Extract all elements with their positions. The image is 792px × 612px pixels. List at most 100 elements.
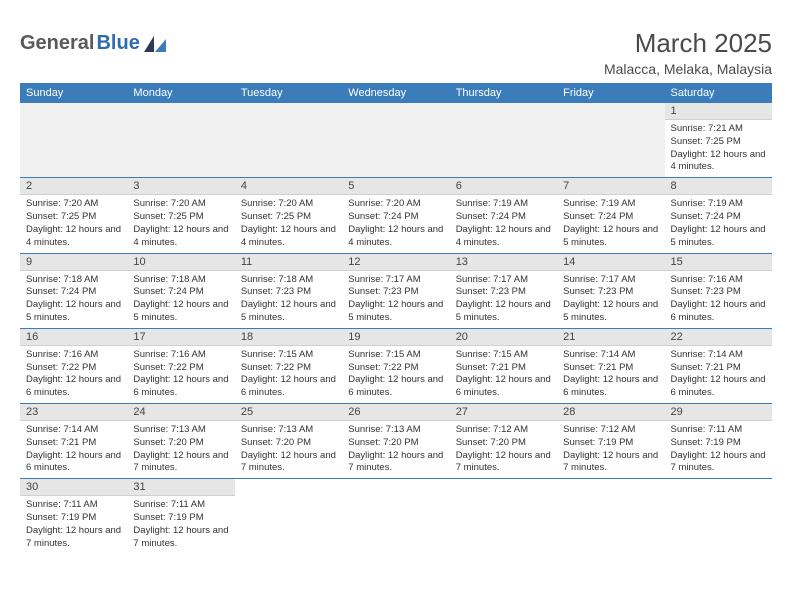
daylight-text: Daylight: 12 hours and 7 minutes.	[456, 450, 551, 476]
daylight-text: Daylight: 12 hours and 4 minutes.	[671, 149, 766, 175]
day-details: Sunrise: 7:19 AMSunset: 7:24 PMDaylight:…	[557, 195, 664, 252]
sunset-text: Sunset: 7:20 PM	[241, 437, 336, 450]
day-number: 22	[665, 329, 772, 346]
day-details: Sunrise: 7:21 AMSunset: 7:25 PMDaylight:…	[665, 120, 772, 177]
weekday-header: Thursday	[450, 83, 557, 103]
calendar-week-row: 23Sunrise: 7:14 AMSunset: 7:21 PMDayligh…	[20, 404, 772, 479]
day-details: Sunrise: 7:11 AMSunset: 7:19 PMDaylight:…	[20, 496, 127, 553]
day-number: 14	[557, 254, 664, 271]
sunset-text: Sunset: 7:23 PM	[348, 286, 443, 299]
calendar-cell	[342, 479, 449, 554]
calendar-week-row: 2Sunrise: 7:20 AMSunset: 7:25 PMDaylight…	[20, 178, 772, 253]
sunrise-text: Sunrise: 7:14 AM	[671, 349, 766, 362]
daylight-text: Daylight: 12 hours and 4 minutes.	[241, 224, 336, 250]
calendar-cell: 31Sunrise: 7:11 AMSunset: 7:19 PMDayligh…	[127, 479, 234, 554]
day-details: Sunrise: 7:18 AMSunset: 7:24 PMDaylight:…	[20, 271, 127, 328]
sunset-text: Sunset: 7:20 PM	[133, 437, 228, 450]
day-details: Sunrise: 7:18 AMSunset: 7:23 PMDaylight:…	[235, 271, 342, 328]
day-details: Sunrise: 7:17 AMSunset: 7:23 PMDaylight:…	[557, 271, 664, 328]
calendar-cell: 3Sunrise: 7:20 AMSunset: 7:25 PMDaylight…	[127, 178, 234, 253]
sunset-text: Sunset: 7:19 PM	[133, 512, 228, 525]
sunrise-text: Sunrise: 7:18 AM	[26, 274, 121, 287]
weekday-header: Wednesday	[342, 83, 449, 103]
day-details: Sunrise: 7:16 AMSunset: 7:23 PMDaylight:…	[665, 271, 772, 328]
day-details: Sunrise: 7:20 AMSunset: 7:25 PMDaylight:…	[20, 195, 127, 252]
logo-sail-icon	[144, 36, 166, 52]
calendar-cell: 12Sunrise: 7:17 AMSunset: 7:23 PMDayligh…	[342, 253, 449, 328]
daylight-text: Daylight: 12 hours and 7 minutes.	[133, 450, 228, 476]
sunrise-text: Sunrise: 7:18 AM	[241, 274, 336, 287]
sunset-text: Sunset: 7:22 PM	[348, 362, 443, 375]
calendar-cell: 5Sunrise: 7:20 AMSunset: 7:24 PMDaylight…	[342, 178, 449, 253]
sunrise-text: Sunrise: 7:20 AM	[133, 198, 228, 211]
sunrise-text: Sunrise: 7:18 AM	[133, 274, 228, 287]
day-details: Sunrise: 7:11 AMSunset: 7:19 PMDaylight:…	[665, 421, 772, 478]
calendar-cell: 24Sunrise: 7:13 AMSunset: 7:20 PMDayligh…	[127, 404, 234, 479]
brand-logo: General Blue	[20, 32, 166, 55]
title-block: March 2025 Malacca, Melaka, Malaysia	[604, 28, 772, 77]
day-number: 16	[20, 329, 127, 346]
daylight-text: Daylight: 12 hours and 5 minutes.	[26, 299, 121, 325]
day-details: Sunrise: 7:14 AMSunset: 7:21 PMDaylight:…	[20, 421, 127, 478]
sunrise-text: Sunrise: 7:12 AM	[563, 424, 658, 437]
sunrise-text: Sunrise: 7:11 AM	[26, 499, 121, 512]
calendar-cell: 26Sunrise: 7:13 AMSunset: 7:20 PMDayligh…	[342, 404, 449, 479]
sunset-text: Sunset: 7:25 PM	[26, 211, 121, 224]
calendar-cell: 1Sunrise: 7:21 AMSunset: 7:25 PMDaylight…	[665, 103, 772, 178]
daylight-text: Daylight: 12 hours and 4 minutes.	[26, 224, 121, 250]
calendar-cell	[450, 103, 557, 178]
weekday-header: Friday	[557, 83, 664, 103]
day-number: 11	[235, 254, 342, 271]
calendar-header-row: SundayMondayTuesdayWednesdayThursdayFrid…	[20, 83, 772, 103]
sunset-text: Sunset: 7:21 PM	[563, 362, 658, 375]
sunrise-text: Sunrise: 7:20 AM	[26, 198, 121, 211]
day-number: 2	[20, 178, 127, 195]
calendar-cell: 10Sunrise: 7:18 AMSunset: 7:24 PMDayligh…	[127, 253, 234, 328]
day-details: Sunrise: 7:14 AMSunset: 7:21 PMDaylight:…	[665, 346, 772, 403]
calendar-cell: 14Sunrise: 7:17 AMSunset: 7:23 PMDayligh…	[557, 253, 664, 328]
calendar-cell	[665, 479, 772, 554]
calendar-cell: 25Sunrise: 7:13 AMSunset: 7:20 PMDayligh…	[235, 404, 342, 479]
sunrise-text: Sunrise: 7:20 AM	[241, 198, 336, 211]
daylight-text: Daylight: 12 hours and 5 minutes.	[563, 299, 658, 325]
daylight-text: Daylight: 12 hours and 5 minutes.	[671, 224, 766, 250]
calendar-cell: 19Sunrise: 7:15 AMSunset: 7:22 PMDayligh…	[342, 328, 449, 403]
day-number: 6	[450, 178, 557, 195]
weekday-header: Sunday	[20, 83, 127, 103]
daylight-text: Daylight: 12 hours and 5 minutes.	[241, 299, 336, 325]
daylight-text: Daylight: 12 hours and 6 minutes.	[133, 374, 228, 400]
calendar-cell	[557, 479, 664, 554]
day-number: 3	[127, 178, 234, 195]
daylight-text: Daylight: 12 hours and 5 minutes.	[348, 299, 443, 325]
calendar-cell: 20Sunrise: 7:15 AMSunset: 7:21 PMDayligh…	[450, 328, 557, 403]
sunset-text: Sunset: 7:25 PM	[671, 136, 766, 149]
day-number: 26	[342, 404, 449, 421]
day-number: 12	[342, 254, 449, 271]
daylight-text: Daylight: 12 hours and 6 minutes.	[348, 374, 443, 400]
page-header: General Blue March 2025 Malacca, Melaka,…	[20, 28, 772, 77]
day-details: Sunrise: 7:19 AMSunset: 7:24 PMDaylight:…	[450, 195, 557, 252]
sunrise-text: Sunrise: 7:14 AM	[26, 424, 121, 437]
weekday-header: Monday	[127, 83, 234, 103]
sunset-text: Sunset: 7:21 PM	[671, 362, 766, 375]
calendar-cell: 2Sunrise: 7:20 AMSunset: 7:25 PMDaylight…	[20, 178, 127, 253]
sunset-text: Sunset: 7:23 PM	[563, 286, 658, 299]
sunset-text: Sunset: 7:25 PM	[133, 211, 228, 224]
daylight-text: Daylight: 12 hours and 6 minutes.	[671, 374, 766, 400]
day-number: 1	[665, 103, 772, 120]
day-details: Sunrise: 7:20 AMSunset: 7:25 PMDaylight:…	[235, 195, 342, 252]
sunrise-text: Sunrise: 7:15 AM	[456, 349, 551, 362]
day-number: 5	[342, 178, 449, 195]
calendar-cell: 21Sunrise: 7:14 AMSunset: 7:21 PMDayligh…	[557, 328, 664, 403]
daylight-text: Daylight: 12 hours and 6 minutes.	[26, 450, 121, 476]
sunset-text: Sunset: 7:24 PM	[563, 211, 658, 224]
sunrise-text: Sunrise: 7:14 AM	[563, 349, 658, 362]
day-details: Sunrise: 7:12 AMSunset: 7:20 PMDaylight:…	[450, 421, 557, 478]
weekday-header: Tuesday	[235, 83, 342, 103]
sunset-text: Sunset: 7:22 PM	[26, 362, 121, 375]
day-number: 19	[342, 329, 449, 346]
sunrise-text: Sunrise: 7:11 AM	[671, 424, 766, 437]
calendar-cell: 22Sunrise: 7:14 AMSunset: 7:21 PMDayligh…	[665, 328, 772, 403]
sunset-text: Sunset: 7:19 PM	[671, 437, 766, 450]
sunrise-text: Sunrise: 7:16 AM	[671, 274, 766, 287]
